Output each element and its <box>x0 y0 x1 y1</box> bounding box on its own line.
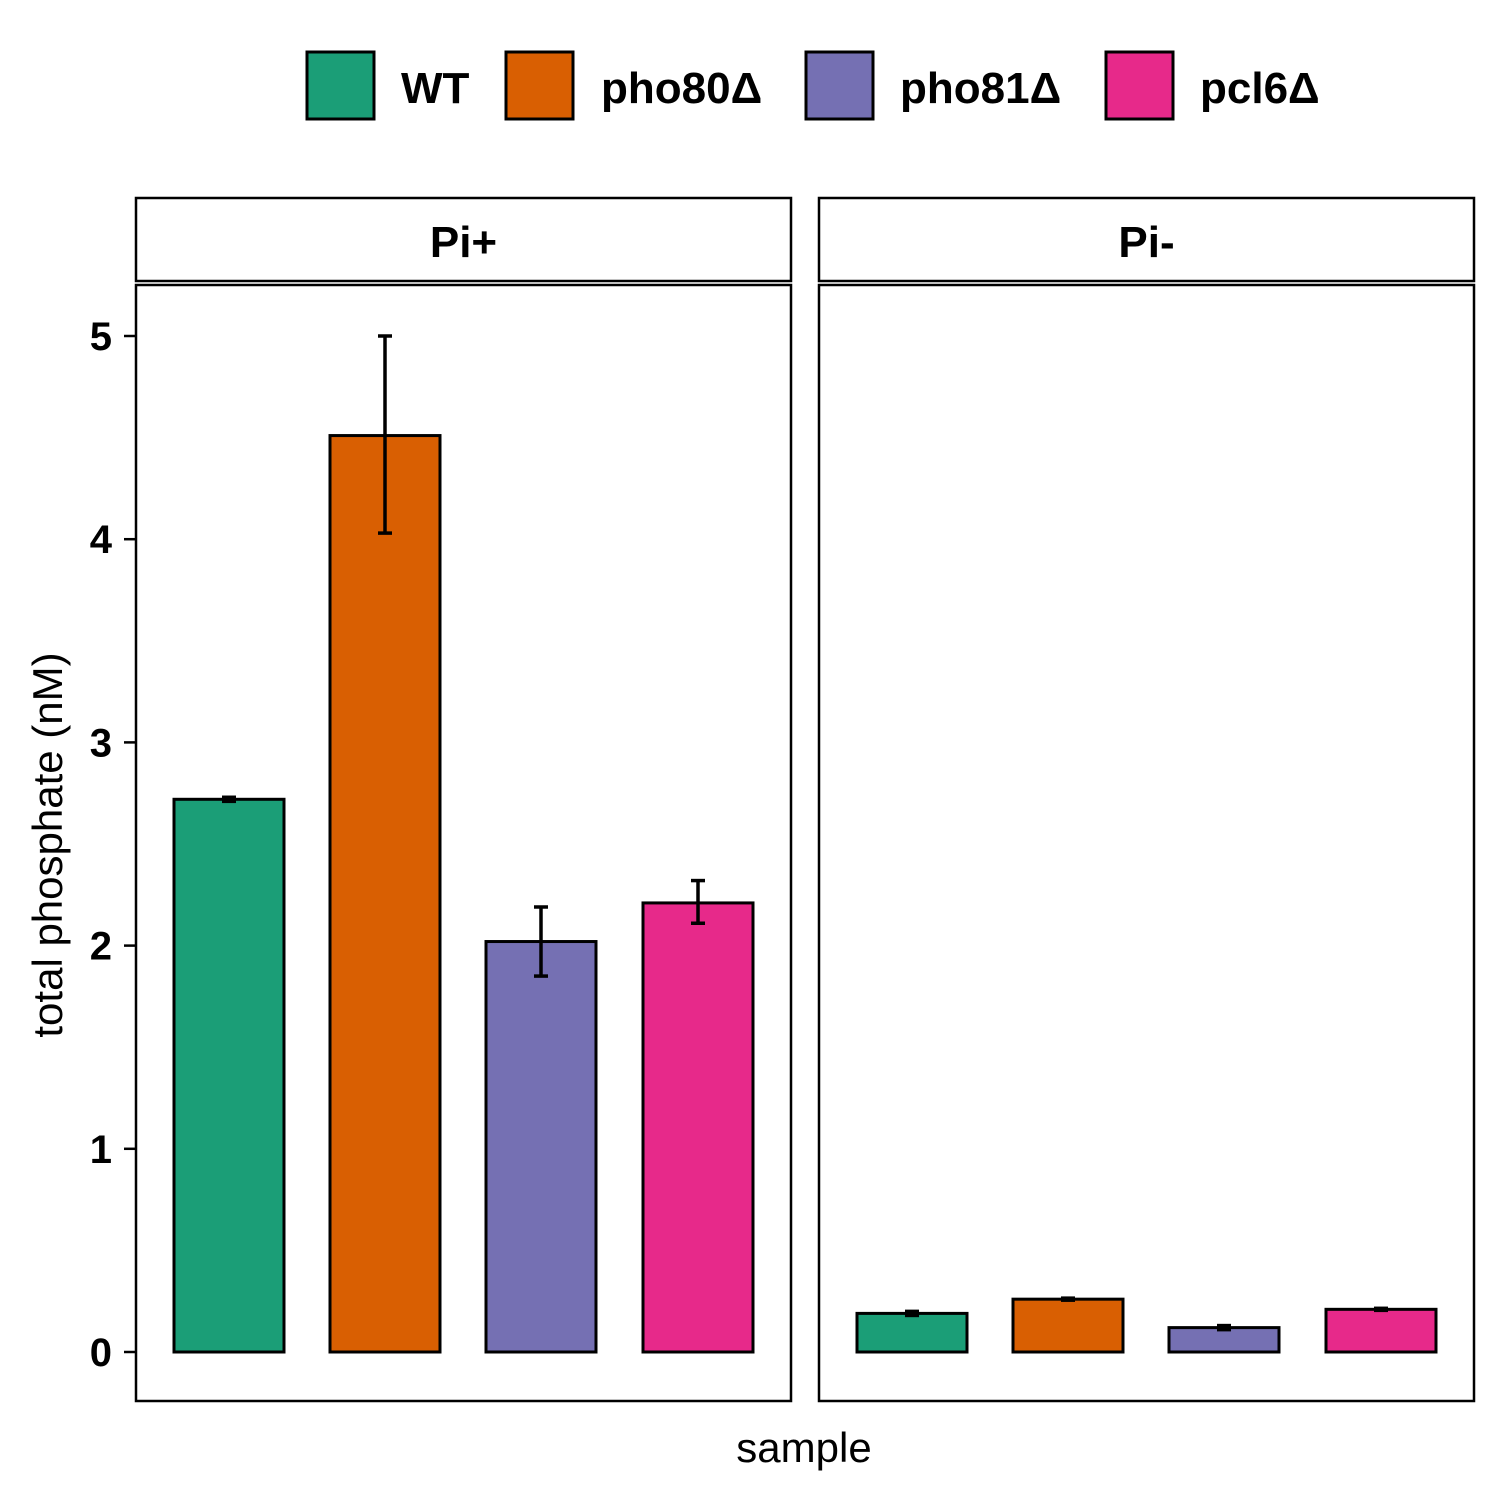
y-tick-label: 3 <box>90 721 112 765</box>
facet-panel-1: Pi- <box>817 196 1476 1403</box>
legend: WT pho80Δ pho81Δ pcl6Δ <box>305 50 1320 121</box>
y-axis: 0 1 2 3 4 5 <box>90 315 136 1375</box>
error-bar-Pi--pcl6Δ <box>1374 1306 1388 1313</box>
legend-swatch-0 <box>305 50 376 121</box>
bar-Pi--WT <box>855 1311 969 1354</box>
legend-swatch-3 <box>1104 50 1175 121</box>
bar-Pi+-WT <box>172 797 286 1354</box>
facet-panels: Pi+ Pi- <box>134 196 1476 1403</box>
bar-Pi--pho80Δ <box>1011 1297 1125 1354</box>
legend-swatch-1 <box>504 50 575 121</box>
legend-swatch-2 <box>804 50 875 121</box>
facet-strip-label: Pi- <box>1118 218 1174 267</box>
y-tick-label: 5 <box>90 315 112 359</box>
facet-strip <box>134 196 793 283</box>
error-bar-Pi+-pho81Δ <box>534 905 548 978</box>
bar-Pi+-pho81Δ <box>484 940 598 1354</box>
legend-label-0: WT <box>401 64 470 113</box>
bar-Pi--pcl6Δ <box>1324 1307 1438 1354</box>
error-bar-Pi+-pcl6Δ <box>691 878 705 925</box>
facet-strip-label: Pi+ <box>430 218 497 267</box>
x-axis-title: sample <box>736 1424 871 1471</box>
legend-label-3: pcl6Δ <box>1200 64 1320 113</box>
y-tick-label: 4 <box>90 518 113 562</box>
error-bar-Pi--WT <box>905 1309 919 1318</box>
legend-label-1: pho80Δ <box>601 64 762 113</box>
error-bar-Pi+-WT <box>222 795 236 804</box>
error-bar-Pi--pho81Δ <box>1217 1323 1231 1332</box>
legend-label-2: pho81Δ <box>900 64 1061 113</box>
y-tick-label: 1 <box>90 1128 112 1172</box>
plot-panel-border <box>817 283 1476 1403</box>
y-tick-label: 2 <box>90 925 112 969</box>
error-bar-Pi--pho80Δ <box>1061 1296 1075 1302</box>
facet-strip <box>817 196 1476 283</box>
bar-Pi+-pho80Δ <box>328 434 442 1354</box>
bar-Pi+-pcl6Δ <box>641 901 755 1354</box>
y-axis-title: total phosphate (nM) <box>24 652 71 1037</box>
error-bar-Pi+-pho80Δ <box>378 334 392 535</box>
facet-panel-0: Pi+ <box>134 196 793 1403</box>
y-tick-label: 0 <box>90 1331 112 1375</box>
